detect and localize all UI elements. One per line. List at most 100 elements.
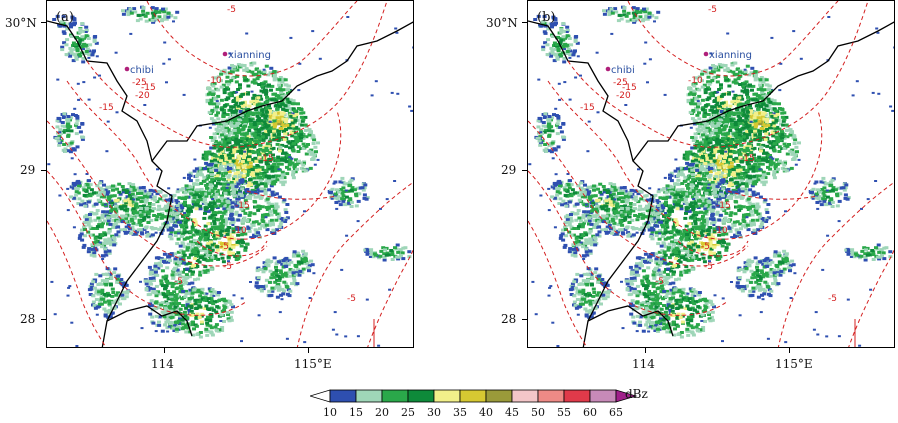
contour-label: -5 <box>708 5 717 15</box>
county-boundary-south <box>587 305 674 337</box>
contour-line <box>47 120 268 267</box>
contour-label: -10 <box>207 76 222 86</box>
colorbar-segment <box>329 389 357 403</box>
colorbar-tick-label: 35 <box>453 406 467 419</box>
contour-label: -5 <box>828 294 837 304</box>
colorbar-tick-label: 55 <box>557 406 571 419</box>
lat-label-29: 29 <box>20 163 36 177</box>
contour-label: -10 <box>713 226 728 236</box>
map-a: -5 -10 -15 -20 -25 -15 -15 -10 -5 -5 -5 -15 -5 chibi x… <box>46 0 414 348</box>
contour-label: -15 <box>141 83 156 93</box>
colorbar-tick-label: 15 <box>349 406 363 419</box>
contour-line <box>528 220 588 347</box>
contour-line <box>47 170 248 316</box>
contour-label: -15 <box>716 201 731 211</box>
contour-label: -5 <box>174 277 183 287</box>
lon-tick <box>164 348 165 353</box>
colorbar-segment <box>355 389 383 403</box>
colorbar-tick-label: 10 <box>323 406 337 419</box>
colorbar-tick-label: 30 <box>427 406 441 419</box>
colorbar-segment <box>589 389 617 403</box>
contour-line <box>47 220 107 347</box>
city-label-chibi: chibi <box>611 65 635 76</box>
county-boundary-south <box>106 305 193 337</box>
contour-line <box>848 248 894 347</box>
contour-label: -25 <box>132 78 147 88</box>
lat-tick <box>522 319 527 320</box>
map-b: -5 -10 -15 -20 -25 -15 -15 -10 -5 -5 -5 -15 -5 chibi x… <box>527 0 895 348</box>
contour-label: -15 <box>580 103 595 113</box>
colorbar-segment <box>459 389 487 403</box>
lat-label-28: 28 <box>20 312 36 326</box>
contour-line <box>196 240 268 257</box>
panel-a: -5 -10 -15 -20 -25 -15 -15 -10 -5 -5 -5 -15 -5 chibi x… <box>0 0 449 371</box>
colorbar: 10 15 20 25 30 35 40 45 50 55 60 65 dBz <box>310 387 650 423</box>
contour-label: -5 <box>701 242 710 252</box>
colorbar-tick-label: 45 <box>505 406 519 419</box>
colorbar-segment <box>563 389 591 403</box>
colorbar-tick-label: 40 <box>479 406 493 419</box>
map-a-canvas: -5-10-15-20-25-15-15-10-5-5-5-15-5chibix… <box>47 1 413 347</box>
colorbar-tick-label: 65 <box>609 406 623 419</box>
lat-label-30: 30°N <box>5 16 37 30</box>
contour-label: -15 <box>259 154 274 164</box>
contour-line <box>66 80 342 240</box>
contour-line <box>86 1 388 148</box>
contour-line <box>246 190 338 200</box>
contour-line <box>296 181 413 347</box>
contour-label: -15 <box>235 201 250 211</box>
contour-line <box>567 1 869 148</box>
lon-label-114: 114 <box>632 357 655 371</box>
lat-tick <box>41 170 46 171</box>
city-label-xianning: xianning <box>228 50 271 61</box>
contour-label: -15 <box>740 154 755 164</box>
colorbar-tick-label: 20 <box>375 406 389 419</box>
contour-line <box>367 248 413 347</box>
colorbar-segment <box>433 389 461 403</box>
map-b-canvas: -5-10-15-20-25-15-15-10-5-5-5-15-5chibix… <box>528 1 894 347</box>
lat-tick <box>41 319 46 320</box>
colorbar-segment <box>537 389 565 403</box>
contour-label: -5 <box>223 262 232 272</box>
city-marker <box>703 51 709 57</box>
contour-line <box>528 120 749 267</box>
colorbar-over-arrow <box>615 389 638 403</box>
colorbar-segment <box>485 389 513 403</box>
lon-label-114: 114 <box>151 357 174 371</box>
lon-tick <box>645 348 646 353</box>
contour-line <box>627 1 839 77</box>
colorbar-segment <box>407 389 435 403</box>
contour-label: -15 <box>622 83 637 93</box>
contour-line <box>777 181 894 347</box>
lat-tick <box>522 22 527 23</box>
county-boundary <box>632 21 894 162</box>
contour-line <box>146 1 358 77</box>
lat-label-29: 29 <box>501 163 517 177</box>
colorbar-tick-label: 60 <box>583 406 597 419</box>
contour-label: -5 <box>347 294 356 304</box>
colorbar-segment <box>381 389 409 403</box>
lat-tick <box>522 170 527 171</box>
colorbar-tick-label: 25 <box>401 406 415 419</box>
county-boundary <box>151 21 413 162</box>
contour-label: -5 <box>227 5 236 15</box>
city-label-xianning: xianning <box>709 50 752 61</box>
lon-tick <box>308 348 309 353</box>
contour-label: -10 <box>688 76 703 86</box>
contour-label: -15 <box>99 103 114 113</box>
colorbar-svg <box>310 389 638 403</box>
contour-label: -5 <box>655 277 664 287</box>
contour-label: -25 <box>613 78 628 88</box>
radar-echo <box>528 5 894 347</box>
contour-line <box>528 170 729 316</box>
lat-tick <box>41 22 46 23</box>
panel-label-a: (a) <box>56 10 74 25</box>
lat-label-30: 30°N <box>486 16 518 30</box>
panel-label-b: (b) <box>537 10 556 25</box>
contour-line <box>677 240 749 257</box>
lon-label-115: 115°E <box>775 357 813 371</box>
panel-b: -5 -10 -15 -20 -25 -15 -15 -10 -5 -5 -5 -15 -5 chibi x… <box>449 0 898 371</box>
contour-label: -5 <box>220 242 229 252</box>
contour-line <box>727 190 819 200</box>
lon-tick <box>789 348 790 353</box>
